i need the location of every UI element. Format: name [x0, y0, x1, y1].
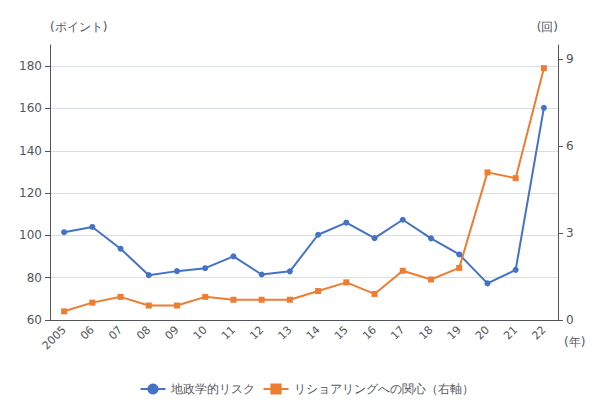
svg-text:16: 16 — [360, 323, 379, 342]
svg-text:15: 15 — [332, 323, 351, 342]
svg-text:08: 08 — [134, 323, 153, 342]
svg-text:14: 14 — [304, 323, 323, 342]
svg-text:80: 80 — [27, 271, 42, 285]
svg-text:09: 09 — [163, 323, 182, 342]
svg-text:18: 18 — [417, 323, 436, 342]
svg-text:10: 10 — [191, 323, 210, 342]
svg-text:11: 11 — [219, 323, 238, 342]
svg-text:2005: 2005 — [40, 323, 69, 352]
svg-text:3: 3 — [566, 226, 574, 240]
svg-text:180: 180 — [19, 59, 42, 73]
svg-text:20: 20 — [473, 323, 492, 342]
svg-text:07: 07 — [106, 323, 125, 342]
svg-text:6: 6 — [566, 139, 574, 153]
svg-text:(年): (年) — [564, 335, 585, 349]
svg-text:19: 19 — [445, 323, 464, 342]
svg-text:13: 13 — [275, 323, 294, 342]
svg-text:地政学的リスク: 地政学的リスク — [170, 382, 255, 396]
svg-text:(ポイント): (ポイント) — [50, 20, 107, 34]
svg-text:(回): (回) — [537, 20, 558, 34]
svg-text:140: 140 — [19, 144, 42, 158]
svg-text:22: 22 — [529, 323, 548, 342]
svg-text:120: 120 — [19, 186, 42, 200]
svg-text:100: 100 — [19, 228, 42, 242]
svg-text:160: 160 — [19, 101, 42, 115]
svg-text:60: 60 — [27, 313, 42, 327]
svg-text:9: 9 — [566, 52, 574, 66]
svg-text:0: 0 — [566, 313, 574, 327]
svg-text:リショアリングへの関心（右軸）: リショアリングへの関心（右軸） — [294, 382, 474, 396]
svg-text:06: 06 — [78, 323, 97, 342]
svg-text:21: 21 — [501, 323, 520, 342]
svg-text:12: 12 — [247, 323, 266, 342]
svg-text:17: 17 — [388, 323, 407, 342]
